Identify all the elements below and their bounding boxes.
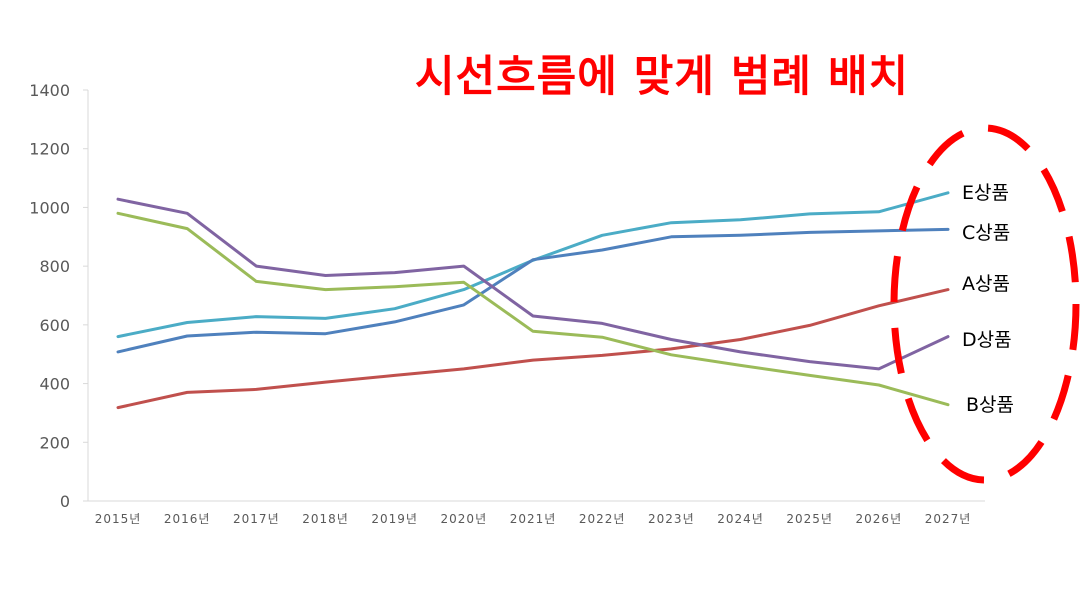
series-lines (116, 191, 950, 410)
y-tick-label: 0 (60, 492, 70, 511)
x-tick-label: 2018년 (302, 512, 349, 526)
y-tick-label: 800 (39, 257, 70, 276)
x-tick-label: 2017년 (233, 512, 280, 526)
series-line (116, 227, 950, 354)
y-axis: 0 200 400 600 800 1000 1200 1400 (29, 81, 89, 511)
legend: E상품 C상품 A상품 D상품 B상품 (962, 182, 1014, 416)
series-line (116, 197, 950, 371)
x-tick-label: 2022년 (579, 512, 626, 526)
y-tick-label: 600 (39, 316, 70, 335)
y-tick-label: 1200 (29, 140, 70, 159)
series-line (116, 211, 950, 407)
x-tick-label: 2027년 (925, 512, 972, 526)
x-tick-label: 2015년 (95, 512, 142, 526)
legend-label: D상품 (962, 329, 1012, 351)
x-tick-label: 2026년 (856, 512, 903, 526)
y-tick-label: 1000 (29, 198, 70, 217)
y-tick-label: 1400 (29, 81, 70, 100)
x-axis: 2015년 2016년 2017년 2018년 2019년 2020년 2021년 2022년… (88, 500, 985, 526)
x-tick-label: 2019년 (371, 512, 418, 526)
legend-label: B상품 (966, 394, 1014, 416)
x-tick-label: 2023년 (648, 512, 695, 526)
legend-label: E상품 (962, 182, 1009, 204)
x-tick-label: 2025년 (786, 512, 833, 526)
series-line (116, 288, 950, 410)
x-tick-label: 2024년 (717, 512, 764, 526)
y-tick-label: 400 (39, 375, 70, 394)
legend-label: C상품 (962, 222, 1010, 244)
y-tick-label: 200 (39, 433, 70, 452)
x-tick-label: 2020년 (441, 512, 488, 526)
legend-callout-ellipse (890, 124, 1080, 484)
legend-label: A상품 (962, 273, 1010, 295)
callout-headline: 시선흐름에 맞게 범례 배치 (415, 52, 910, 102)
x-tick-label: 2021년 (510, 512, 557, 526)
x-tick-label: 2016년 (164, 512, 211, 526)
